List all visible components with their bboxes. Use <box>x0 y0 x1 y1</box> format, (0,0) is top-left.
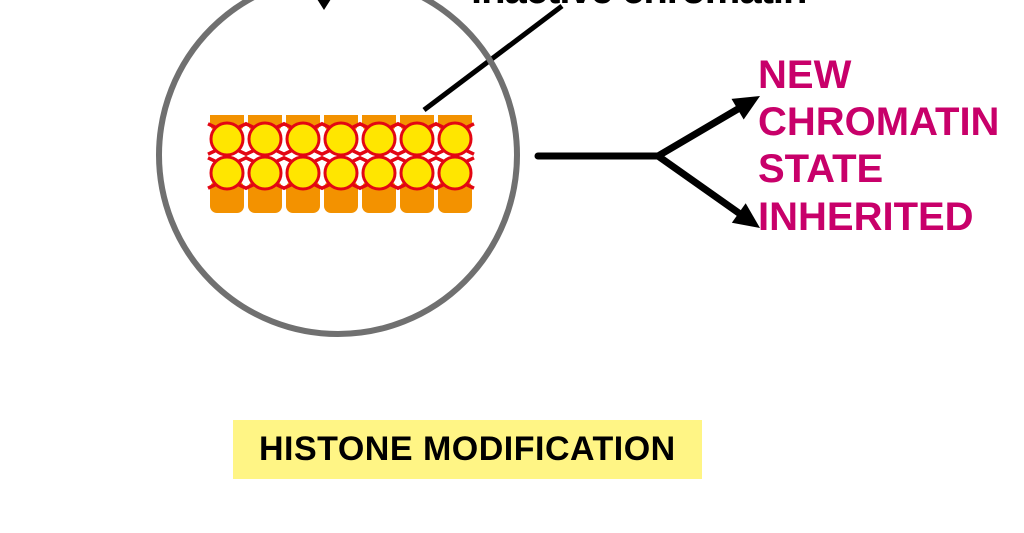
result-text-line: CHROMATIN <box>758 99 999 146</box>
result-text: NEWCHROMATINSTATEINHERITED <box>758 52 999 241</box>
histone-modification-label: HISTONE MODIFICATION <box>233 420 702 479</box>
result-text-line: STATE <box>758 146 999 193</box>
result-text-line: INHERITED <box>758 194 999 241</box>
result-text-line: NEW <box>758 52 999 99</box>
